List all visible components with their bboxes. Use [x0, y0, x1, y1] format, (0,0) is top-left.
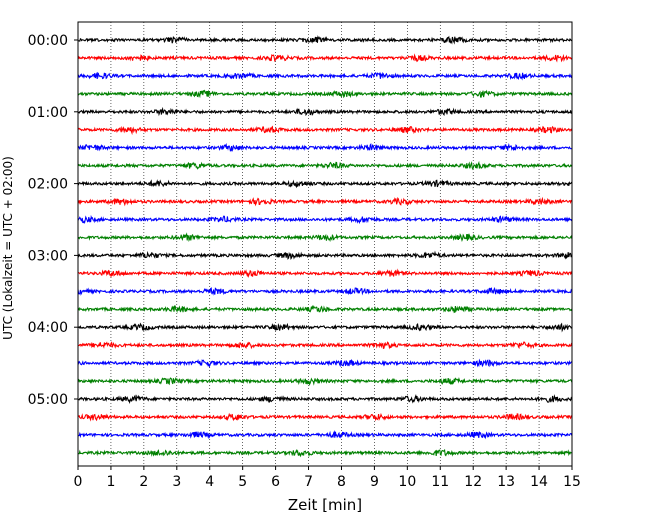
grid-lines	[110, 22, 540, 466]
trace-line	[77, 268, 573, 279]
y-axis-ticks: 00:00 01:00 02:00 03:00 04:00 05:00	[28, 33, 78, 408]
trace-line	[77, 160, 573, 171]
trace-line	[77, 341, 573, 350]
x-tick-label: 15	[563, 474, 581, 490]
x-tick-label: 4	[205, 474, 214, 490]
trace-line	[77, 179, 573, 189]
trace-line	[77, 393, 573, 404]
trace-line	[77, 304, 573, 314]
y-tick-label: 04:00	[28, 320, 68, 336]
x-tick-label: 7	[304, 474, 313, 490]
x-tick-label: 11	[431, 474, 449, 490]
trace-line	[77, 232, 573, 243]
x-axis-ticks: 0 1 2 3 4 5 6 7 8 9 10 11 12 13 14 15	[74, 466, 581, 490]
x-tick-label: 3	[172, 474, 181, 490]
plot-frame	[77, 21, 573, 467]
x-tick-label: 9	[370, 474, 379, 490]
trace-line	[77, 358, 572, 368]
y-tick-label: 01:00	[28, 105, 68, 121]
x-axis-title: Zeit [min]	[288, 496, 362, 514]
y-tick-label: 00:00	[28, 33, 68, 49]
trace-line	[77, 142, 572, 153]
trace-line	[77, 106, 572, 117]
x-tick-label: 13	[497, 474, 515, 490]
x-tick-label: 12	[464, 474, 482, 490]
trace-line	[77, 286, 573, 296]
trace-line	[77, 430, 573, 440]
trace-line	[77, 35, 573, 45]
x-tick-label: 5	[238, 474, 247, 490]
x-tick-label: 1	[106, 474, 115, 490]
trace-line	[77, 322, 572, 333]
trace-line	[77, 71, 573, 81]
y-axis-title: UTC (Lokalzeit = UTC + 02:00)	[1, 156, 15, 340]
trace-line	[77, 377, 573, 386]
trace-line	[77, 214, 573, 225]
trace-line	[77, 53, 573, 63]
trace-line	[77, 125, 573, 136]
trace-line	[77, 196, 573, 207]
x-tick-label: 14	[530, 474, 548, 490]
trace-line	[77, 448, 572, 458]
x-tick-label: 6	[271, 474, 280, 490]
x-tick-label: 2	[139, 474, 148, 490]
trace-line	[77, 412, 573, 422]
x-tick-label: 10	[398, 474, 416, 490]
x-tick-label: 8	[337, 474, 346, 490]
trace-line	[77, 250, 573, 261]
y-tick-label: 05:00	[28, 392, 68, 408]
y-tick-label: 02:00	[28, 177, 68, 193]
y-tick-label: 03:00	[28, 248, 68, 264]
x-tick-label: 0	[74, 474, 83, 490]
trace-line	[77, 89, 573, 99]
seismic-traces	[77, 35, 573, 458]
